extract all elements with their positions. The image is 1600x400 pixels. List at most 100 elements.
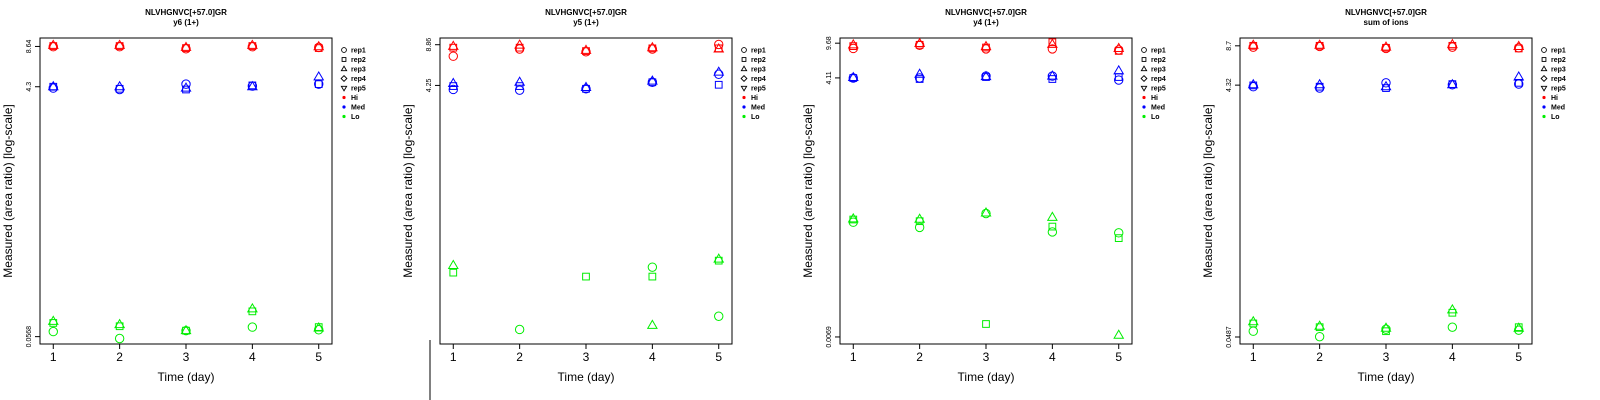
legend-marker [1142,105,1146,109]
data-point [914,37,926,48]
data-point [1114,228,1124,238]
data-point [447,259,459,269]
data-point [915,75,924,83]
legend-marker [341,47,347,53]
data-point [982,320,990,328]
data-point [713,43,725,53]
data-point [47,80,59,91]
chart-title: NLVHGNVC[+57.0]GR [545,8,627,17]
x-tick-label: 1 [850,350,857,364]
data-point [48,326,58,337]
x-tick-label: 4 [249,350,256,364]
data-point [313,40,325,51]
data-point [246,302,258,313]
legend-label: Lo [1151,114,1160,121]
legend-marker [742,105,746,109]
data-point [847,212,859,223]
data-point [313,70,325,81]
data-point [914,213,926,223]
legend-marker [1141,57,1147,62]
data-point [713,253,725,263]
data-point [648,272,657,281]
legend-marker [1140,65,1148,72]
y-tick-label: 4.3 [26,82,33,92]
legend-label: rep5 [1151,86,1166,93]
legend-label: Hi [351,95,358,102]
legend-marker [741,57,747,62]
legend-label: Hi [751,95,758,102]
data-point [1314,39,1326,49]
legend-marker [1140,74,1148,83]
x-tick-label: 5 [315,350,322,364]
data-point [714,80,723,89]
chart-title: NLVHGNVC[+57.0]GR [1345,8,1427,17]
legend-marker [740,74,748,83]
chart-title: NLVHGNVC[+57.0]GR [945,8,1027,17]
data-point [114,333,125,344]
data-point [1513,40,1525,51]
data-point [1446,38,1458,49]
data-point [514,76,526,86]
data-point [115,84,124,93]
data-point [914,68,926,78]
legend-label: Hi [1151,95,1158,102]
data-point [646,75,658,85]
x-tick-label: 3 [583,350,590,364]
data-point [647,77,658,87]
legend-marker [1142,95,1146,100]
legend-marker [342,95,346,100]
legend-marker [1542,95,1546,100]
data-point [847,71,859,82]
legend-label: rep5 [751,86,766,93]
data-point [1048,222,1057,231]
data-point [714,311,724,321]
chart-panel: NLVHGNVC[+57.0]GR y4 (1+) 1 2 3 4 5 0.0069 4.11 9… [800,0,1200,400]
data-point [1047,227,1058,237]
legend-label: rep4 [1551,76,1566,83]
legend-label: Med [351,105,365,112]
legend-marker [341,57,347,62]
data-point [47,315,59,325]
data-point [1314,78,1326,89]
legend-label: Hi [1551,95,1558,102]
data-point [114,318,126,329]
data-point [181,79,191,89]
data-point [447,77,459,88]
data-point [848,73,858,83]
legend-marker [1540,74,1548,83]
data-point [114,39,126,49]
legend-label: rep2 [1551,57,1566,64]
data-point [980,40,992,51]
data-point [980,70,992,81]
data-point [980,207,992,217]
x-tick-label: 5 [1515,350,1522,364]
legend-marker [340,85,348,92]
legend-marker [741,47,747,53]
data-point [1247,315,1259,326]
chart-title: NLVHGNVC[+57.0]GR [145,8,227,17]
legend-marker [1541,57,1547,62]
chart-panel: NLVHGNVC[+57.0]GR y6 (1+) 1 2 3 4 5 0.0568 4.3 8.… [0,0,400,400]
data-point [848,43,858,54]
x-tick-label: 2 [516,350,523,364]
legend-marker [740,65,748,72]
data-point [514,324,525,335]
data-point [448,51,458,61]
data-point [1046,70,1058,80]
legend-label: rep1 [1551,48,1566,55]
legend-marker [742,95,746,100]
data-point [915,217,924,226]
data-point [1381,78,1391,88]
legend-marker [1140,85,1148,92]
data-point [1314,331,1325,342]
data-point [1114,234,1123,242]
legend-label: rep5 [351,86,366,93]
x-tick-label: 2 [916,350,923,364]
legend-marker [340,65,348,72]
y-axis-label: Measured (area ratio) [log-scale] [1,104,15,277]
